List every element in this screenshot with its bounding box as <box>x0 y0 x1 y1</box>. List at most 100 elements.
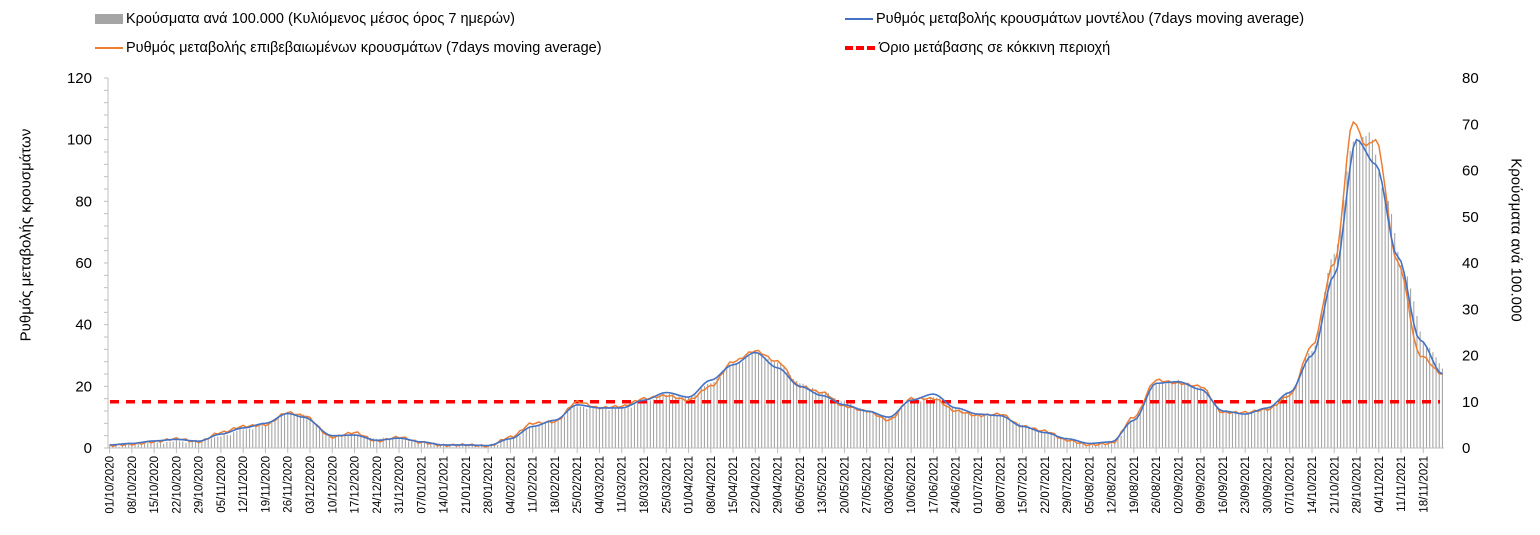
bar <box>179 441 181 448</box>
bar <box>1222 411 1224 448</box>
bar <box>509 437 511 448</box>
bar <box>290 413 292 448</box>
bar <box>684 395 686 448</box>
bar <box>707 384 709 448</box>
bar <box>1126 424 1129 448</box>
bar <box>1168 381 1170 448</box>
bar <box>1295 384 1297 448</box>
x-tick-label: 28/01/2021 <box>483 456 495 514</box>
bar <box>859 408 861 448</box>
bar <box>945 404 947 448</box>
bar <box>283 413 286 448</box>
legend-item-bars: Κρούσματα ανά 100.000 (Κυλιόμενος μέσος … <box>95 11 515 27</box>
bar <box>1146 396 1148 448</box>
bar <box>999 415 1001 448</box>
bar <box>153 442 155 448</box>
bar <box>1362 136 1364 449</box>
y-right-tick-label: 0 <box>1462 440 1470 457</box>
bar <box>172 441 174 448</box>
bar <box>843 400 845 448</box>
bar <box>458 445 461 448</box>
bar <box>500 441 502 448</box>
bar <box>802 383 804 448</box>
bar <box>697 393 699 448</box>
bar <box>742 361 744 448</box>
legend-label-model: Ρυθμός μεταβολής κρουσμάτων μοντέλου (7d… <box>876 11 1305 27</box>
bar <box>1298 377 1300 448</box>
bar <box>605 407 607 448</box>
bar <box>1063 438 1065 448</box>
bar <box>812 387 814 448</box>
bar <box>907 401 909 448</box>
x-tick-label: 01/04/2021 <box>684 456 696 514</box>
bar <box>983 415 985 448</box>
bar <box>675 397 677 448</box>
bar <box>217 436 219 448</box>
x-tick-label: 30/09/2021 <box>1262 456 1274 514</box>
bar <box>796 380 798 448</box>
bar <box>910 401 912 448</box>
bar <box>382 437 384 448</box>
bar <box>939 398 941 448</box>
bar <box>481 445 483 448</box>
bar <box>1336 244 1338 448</box>
bar <box>1095 444 1097 448</box>
bar <box>522 431 524 448</box>
bar <box>1149 390 1151 448</box>
bar <box>369 437 371 448</box>
bar <box>312 421 314 448</box>
y-right-tick-label: 10 <box>1462 394 1479 411</box>
bar <box>439 445 441 448</box>
bar <box>783 366 785 448</box>
x-tick-label: 28/10/2021 <box>1352 456 1364 514</box>
bar <box>1247 413 1249 448</box>
bar <box>1279 398 1281 448</box>
bar <box>961 410 963 448</box>
bar <box>128 443 130 448</box>
bar <box>824 393 826 448</box>
bar <box>735 364 737 448</box>
y-right-tick-label: 80 <box>1462 70 1479 87</box>
bar <box>621 407 623 448</box>
bar <box>640 402 642 448</box>
bar <box>379 438 381 448</box>
bar <box>398 437 400 448</box>
bar <box>955 407 957 448</box>
y-right-tick-label: 70 <box>1462 116 1479 133</box>
bar <box>882 416 884 448</box>
bar <box>748 354 750 448</box>
x-tick-label: 19/11/2020 <box>260 456 272 513</box>
bar <box>1276 403 1278 448</box>
bar <box>904 404 906 448</box>
bar <box>344 435 346 448</box>
bar <box>1292 390 1294 448</box>
bar <box>156 442 158 448</box>
bar <box>1206 392 1208 448</box>
bar <box>169 441 171 448</box>
bar <box>1441 368 1443 448</box>
bar <box>672 395 674 448</box>
x-tick-label: 31/12/2020 <box>394 456 406 514</box>
bar <box>888 417 890 448</box>
bar <box>1317 331 1319 448</box>
bar <box>805 385 807 448</box>
bar <box>897 413 900 448</box>
bar <box>1161 381 1164 448</box>
bar <box>1101 444 1103 448</box>
bar <box>1088 445 1090 448</box>
bar <box>1165 383 1167 448</box>
bar <box>1387 201 1389 448</box>
bar <box>665 394 667 448</box>
bar <box>1270 407 1272 448</box>
bar <box>207 439 209 448</box>
x-tick-label: 07/10/2021 <box>1285 456 1297 514</box>
bar <box>799 383 801 448</box>
bar <box>1263 408 1265 448</box>
bar <box>385 440 387 448</box>
bar <box>617 408 620 448</box>
bar <box>862 410 865 448</box>
bar <box>519 435 521 448</box>
bar <box>1047 432 1049 448</box>
bar <box>592 408 594 448</box>
bar <box>535 426 537 448</box>
